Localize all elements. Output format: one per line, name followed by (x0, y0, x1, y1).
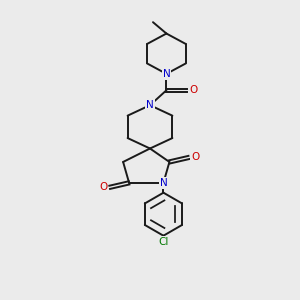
Text: O: O (191, 152, 200, 163)
Text: O: O (99, 182, 107, 192)
Text: O: O (190, 85, 198, 95)
Text: N: N (146, 100, 154, 110)
Text: N: N (160, 178, 167, 188)
Text: N: N (163, 69, 170, 79)
Text: Cl: Cl (158, 237, 169, 247)
